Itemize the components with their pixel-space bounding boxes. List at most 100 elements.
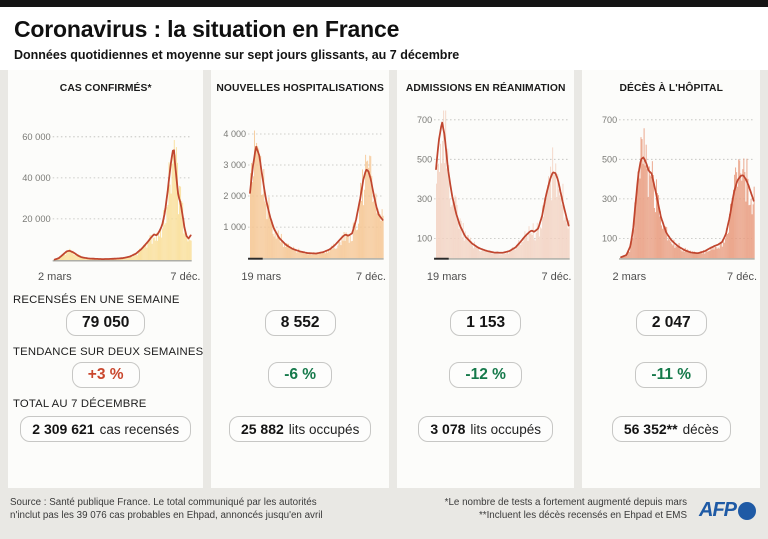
row-label-total: TOTAL AU 7 DÉCEMBRE [13, 398, 147, 410]
svg-text:500: 500 [417, 154, 432, 164]
svg-text:300: 300 [417, 194, 432, 204]
chart-title-reanimation: ADMISSIONS EN RÉANIMATION [405, 83, 566, 94]
svg-text:4 000: 4 000 [224, 129, 247, 139]
chart-deces: 100 300 500 700 [582, 98, 760, 270]
svg-text:2 000: 2 000 [224, 191, 247, 201]
stat-total-value: 25 882 lits occupés [228, 416, 372, 442]
stat-trend-value: -11 % [635, 362, 708, 388]
chart-svg: 100 300 500 700 [417, 110, 570, 260]
total-number: 2 309 621 [32, 421, 95, 437]
trend-pill-row: -6 % [211, 360, 389, 390]
x-axis-labels: 2 mars 7 déc. [582, 270, 760, 286]
chart-hospitalisations: 1 000 2 000 3 000 4 000 [211, 98, 389, 270]
total-number: 3 078 [430, 421, 466, 437]
svg-text:1 000: 1 000 [224, 222, 247, 232]
footnote-1: *Le nombre de tests a fortement augmenté… [444, 497, 687, 508]
trend-pill-row: -11 % [582, 360, 760, 390]
svg-text:100: 100 [417, 233, 432, 243]
total-number: 56 352** [623, 421, 678, 437]
panel-cas-confirmes: CAS CONFIRMÉS* 20 000 40 000 60 000 2 mars… [8, 70, 204, 488]
row-label-trend: TENDANCE SUR DEUX SEMAINES [13, 346, 204, 358]
panels-grid: CAS CONFIRMÉS* 20 000 40 000 60 000 2 mars… [0, 70, 768, 488]
row-label-trend-slot [582, 338, 760, 360]
panel-deces-hopital: DÉCÈS À L'HÔPITAL 100 300 500 700 2 mars 7 … [582, 70, 760, 488]
top-accent-bar [0, 0, 768, 7]
x-axis-start-label: 2 mars [38, 271, 72, 283]
row-label-trend-slot: TENDANCE SUR DEUX SEMAINES [8, 338, 203, 360]
stat-week-value: 79 050 [65, 310, 146, 336]
chart-svg: 1 000 2 000 3 000 4 000 [224, 129, 385, 260]
row-label-total-slot [397, 390, 575, 412]
total-pill-row: 25 882 lits occupés [211, 412, 389, 446]
x-axis-end-label: 7 déc. [727, 271, 757, 283]
week-pill-row: 8 552 [211, 308, 389, 338]
panel-admissions-reanimation: ADMISSIONS EN RÉANIMATION 100 300 500 700 1… [396, 70, 575, 488]
row-label-total-slot: TOTAL AU 7 DÉCEMBRE [8, 390, 203, 412]
stat-total-value: 56 352** décès [611, 416, 731, 442]
svg-text:40 000: 40 000 [22, 173, 50, 183]
svg-text:500: 500 [602, 154, 617, 164]
stat-trend-value: +3 % [71, 362, 140, 388]
svg-text:20 000: 20 000 [22, 214, 50, 224]
total-pill-row: 56 352** décès [582, 412, 760, 446]
chart-cas-confirmes: 20 000 40 000 60 000 [8, 98, 203, 270]
row-label-trend-slot [211, 338, 389, 360]
x-axis-end-label: 7 déc. [170, 271, 201, 283]
chart-svg: 20 000 40 000 60 000 [22, 132, 192, 262]
source-line-2: n'inclut pas les 39 076 cas probables en… [10, 509, 323, 521]
row-label-week-slot [582, 286, 760, 308]
footnote-2: **Incluent les décès recensés en Ehpad e… [478, 509, 687, 521]
row-label-total-slot [211, 390, 389, 412]
x-axis-labels: 2 mars 7 déc. [8, 270, 203, 286]
row-label-trend-slot [397, 338, 575, 360]
source-note: Source : Santé publique France. Le total… [10, 497, 323, 523]
total-pill-row: 2 309 621 cas recensés [8, 412, 203, 446]
row-label-total-slot [582, 390, 760, 412]
total-number: 25 882 [240, 421, 284, 437]
stat-total-value: 2 309 621 cas recensés [20, 416, 192, 442]
stat-week-value: 1 153 [450, 310, 522, 336]
stat-week-value: 8 552 [264, 310, 336, 336]
svg-text:700: 700 [417, 115, 432, 125]
header: Coronavirus : la situation en France Don… [0, 7, 768, 70]
svg-text:700: 700 [602, 115, 617, 125]
chart-title-cas-confirmes: CAS CONFIRMÉS* [59, 83, 152, 94]
x-axis-labels: 19 mars 7 déc. [397, 270, 575, 286]
row-label-week-slot [211, 286, 389, 308]
panel-nouvelles-hospitalisations: NOUVELLES HOSPITALISATIONS 1 000 2 000 3 0… [211, 70, 389, 488]
week-pill-row: 1 153 [397, 308, 575, 338]
week-pill-row: 79 050 [8, 308, 203, 338]
svg-text:60 000: 60 000 [22, 132, 50, 142]
trend-pill-row: -12 % [397, 360, 575, 390]
week-pill-row: 2 047 [582, 308, 760, 338]
x-axis-end-label: 7 déc. [355, 271, 386, 283]
footer: Source : Santé publique France. Le total… [0, 488, 768, 537]
chart-svg: 100 300 500 700 [602, 115, 756, 260]
total-unit: décès [682, 422, 719, 437]
afp-logo-text: AFP [699, 499, 737, 521]
stat-week-value: 2 047 [635, 310, 707, 336]
x-axis-start-label: 2 mars [612, 271, 647, 283]
footnotes: *Le nombre de tests a fortement augmenté… [445, 497, 687, 523]
total-unit: lits occupés [288, 422, 360, 437]
trend-pill-row: +3 % [8, 360, 203, 390]
x-axis-start-label: 19 mars [426, 271, 467, 283]
x-axis-start-label: 19 mars [241, 271, 282, 283]
total-unit: cas recensés [99, 422, 180, 437]
total-unit: lits occupés [470, 422, 541, 437]
afp-logo: AFP [699, 499, 760, 522]
chart-reanimation: 100 300 500 700 [397, 98, 575, 270]
x-axis-labels: 19 mars 7 déc. [211, 270, 389, 286]
stat-trend-value: -6 % [268, 362, 333, 388]
row-label-week: RECENSÉS EN UNE SEMAINE [13, 294, 180, 306]
svg-text:3 000: 3 000 [224, 160, 247, 170]
svg-text:100: 100 [602, 233, 617, 243]
source-line-1: Source : Santé publique France. Le total… [10, 497, 317, 508]
page-title: Coronavirus : la situation en France [14, 16, 400, 42]
x-axis-end-label: 7 déc. [541, 271, 572, 283]
chart-title-deces: DÉCÈS À L'HÔPITAL [619, 83, 723, 94]
chart-title-hospitalisations: NOUVELLES HOSPITALISATIONS [216, 83, 384, 94]
page-subtitle: Données quotidiennes et moyenne sur sept… [14, 48, 460, 62]
stat-total-value: 3 078 lits occupés [418, 416, 553, 442]
